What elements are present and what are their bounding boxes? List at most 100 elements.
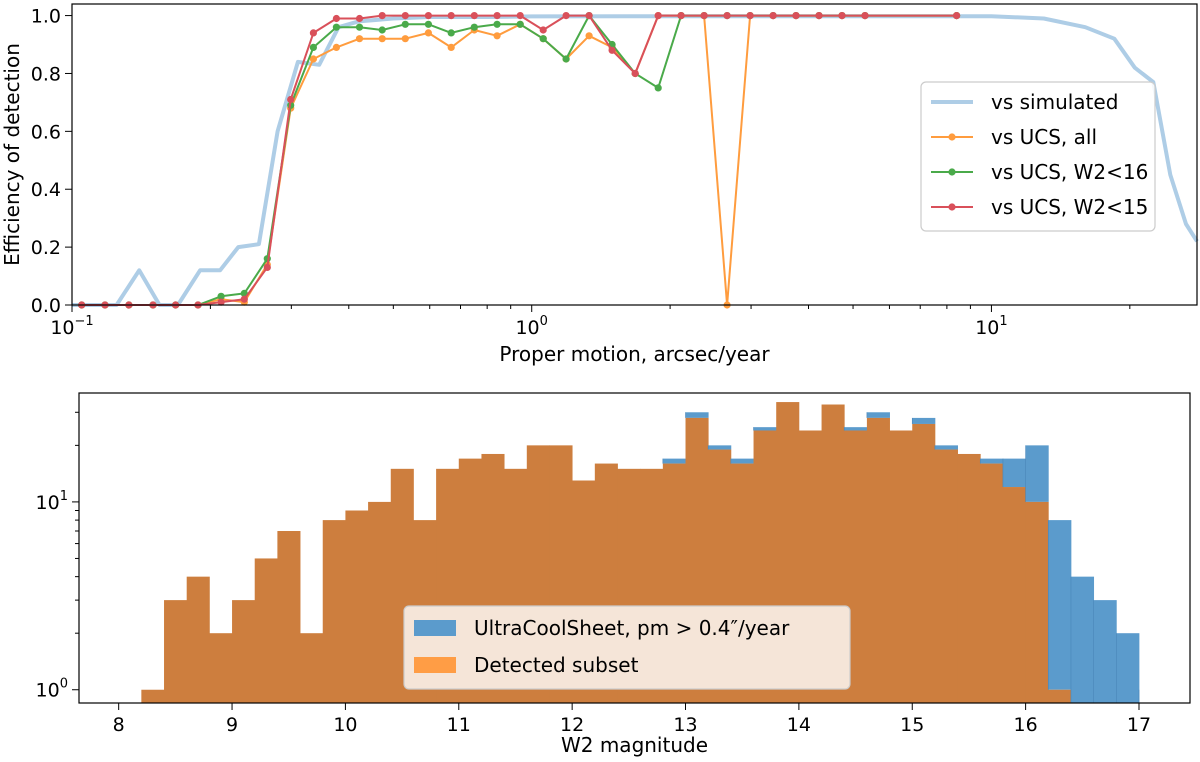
data-point	[723, 12, 731, 20]
x-tick-label: 10−1	[50, 314, 93, 339]
histogram-bar-detected	[254, 558, 278, 703]
data-point	[378, 35, 386, 43]
histogram-bar-detected	[866, 417, 890, 703]
efficiency-x-ticks: 10−1 100 101	[50, 305, 1131, 339]
histogram-legend: UltraCoolSheet, pm > 0.4″/year Detected s…	[403, 605, 851, 690]
series-2	[78, 12, 961, 309]
efficiency-legend: vs simulated vs UCS, all vs UCS, W2<16 vs U…	[920, 81, 1156, 232]
histogram-bar-detected	[232, 600, 256, 703]
histogram-bar-ucs	[934, 445, 958, 450]
data-point	[332, 14, 340, 23]
x-tick-label: 11	[447, 714, 471, 736]
histogram-bar-ucs	[1025, 445, 1049, 502]
histogram-bar-ucs	[1048, 520, 1072, 690]
legend-entry: vs UCS, all	[931, 125, 1097, 149]
data-point	[953, 12, 961, 20]
data-point	[217, 298, 225, 306]
x-tick-label: 101	[975, 314, 1007, 339]
data-point	[424, 29, 432, 37]
series-line-2	[81, 14, 957, 306]
legend-label: Detected subset	[474, 653, 639, 677]
histogram-bar-detected	[345, 510, 369, 703]
data-point	[493, 32, 501, 40]
legend-entry: vs UCS, W2<16	[931, 160, 1148, 184]
data-point	[217, 292, 225, 300]
legend-marker	[948, 203, 956, 211]
histogram-bar-detected	[141, 689, 165, 703]
data-point	[424, 20, 432, 28]
legend-marker	[948, 168, 956, 176]
y-tick-label: 0.8	[31, 63, 61, 85]
histogram-bar-ucs	[685, 412, 709, 418]
histogram-bar-detected	[957, 453, 981, 703]
data-point	[585, 32, 593, 40]
legend-box	[920, 81, 1156, 232]
y-tick-label: 1.0	[31, 6, 61, 28]
series-line-4	[81, 14, 957, 306]
data-point	[585, 12, 593, 20]
data-point	[838, 12, 846, 20]
histogram-plot-frame	[78, 392, 1191, 704]
data-point	[378, 12, 386, 20]
y-tick-label: 0.6	[31, 121, 61, 143]
histogram-bar-ucs	[730, 458, 754, 464]
data-point	[309, 55, 317, 63]
histogram-bar-detected	[368, 501, 392, 703]
histogram-bars	[141, 402, 1140, 703]
y-tick-label: 100	[36, 677, 68, 702]
histogram-bar-detected	[934, 449, 958, 703]
data-point	[700, 12, 708, 20]
data-point	[240, 295, 248, 303]
series-3	[78, 12, 961, 309]
histogram-bar-detected	[164, 600, 188, 703]
x-tick-label: 12	[560, 714, 584, 736]
x-tick-label: 14	[787, 714, 811, 736]
histogram-x-ticks: 8 9 10 11 12 13 14 15 16 17	[113, 703, 1151, 736]
data-point	[447, 43, 455, 52]
efficiency-plot-frame	[71, 3, 1198, 306]
y-tick-label: 0.0	[31, 295, 61, 317]
histogram-bar-ucs	[1002, 458, 1027, 488]
efficiency-y-ticks: 0.0 0.2 0.4 0.6 0.8 1.0	[31, 6, 72, 317]
histogram-bar-ucs	[866, 412, 890, 418]
data-point	[287, 95, 295, 104]
histogram-bar-detected	[1025, 501, 1049, 703]
data-point	[516, 12, 524, 20]
legend-swatch	[414, 657, 456, 673]
efficiency-chart: 10−1 100 101 0.0 0.2 0.4 0.6 0.8 1.0 Proper mot…	[0, 3, 1199, 366]
y-tick-label: 0.2	[31, 237, 61, 259]
histogram-bar-ucs	[1070, 576, 1095, 703]
legend-box	[403, 605, 851, 690]
legend-label: vs UCS, W2<16	[991, 160, 1148, 184]
histogram-bar-detected	[186, 576, 210, 703]
histogram-bar-detected	[1002, 487, 1027, 703]
data-point	[815, 12, 823, 20]
data-point	[769, 12, 777, 20]
data-point	[562, 55, 570, 63]
data-point	[401, 20, 409, 28]
efficiency-y-axis-label: Efficiency of detection	[0, 43, 24, 266]
data-point	[355, 14, 364, 23]
histogram-bar-ucs	[912, 417, 936, 424]
data-point	[677, 12, 685, 20]
data-point	[493, 12, 501, 20]
legend-swatch	[414, 620, 456, 636]
legend-entry: Detected subset	[414, 653, 639, 677]
plot-border	[78, 392, 1191, 704]
data-point	[493, 20, 501, 28]
data-point	[654, 12, 662, 20]
histogram-bar-detected	[277, 531, 301, 703]
data-point	[401, 35, 409, 43]
histogram-bar-ucs	[662, 458, 686, 464]
legend-label: vs UCS, all	[991, 125, 1097, 149]
y-tick-label: 101	[36, 489, 68, 514]
legend-label: vs UCS, W2<15	[991, 195, 1148, 219]
x-tick-label: 10	[333, 714, 357, 736]
data-point	[424, 12, 432, 20]
data-point	[263, 263, 271, 271]
data-point	[355, 35, 364, 43]
data-point	[861, 12, 869, 20]
series-line-3	[81, 14, 957, 306]
histogram-bar-detected	[889, 430, 913, 703]
